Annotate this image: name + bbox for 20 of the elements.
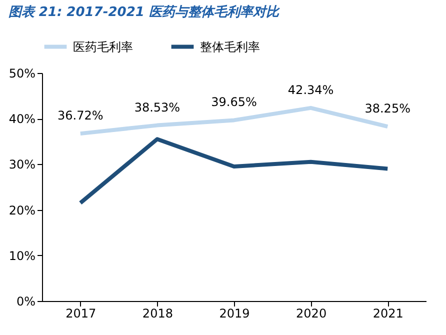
x-tick-label: 2017: [66, 306, 96, 320]
x-tick-label: 2018: [142, 306, 173, 320]
data-label: 38.25%: [364, 102, 410, 116]
data-label: 42.34%: [288, 82, 334, 97]
y-tick-label: 10%: [8, 248, 36, 263]
x-tick-label: 2019: [219, 306, 250, 320]
y-tick-label: 0%: [16, 294, 36, 308]
legend-label: 整体毛利率: [200, 40, 260, 54]
x-tick-label: 2021: [372, 306, 404, 320]
data-label: 38.53%: [134, 100, 180, 114]
y-tick-label: 50%: [8, 66, 36, 80]
y-tick-label: 30%: [8, 158, 36, 172]
legend-label: 医药毛利率: [73, 40, 133, 54]
y-tick-label: 20%: [8, 203, 36, 218]
data-label: 36.72%: [58, 108, 104, 123]
chart-title: 图表 21: 2017-2021 医药与整体毛利率对比: [8, 4, 280, 20]
y-tick-label: 40%: [8, 112, 36, 126]
data-label: 39.65%: [211, 95, 257, 110]
x-tick-label: 2020: [296, 306, 327, 320]
line-series: [78, 137, 390, 205]
